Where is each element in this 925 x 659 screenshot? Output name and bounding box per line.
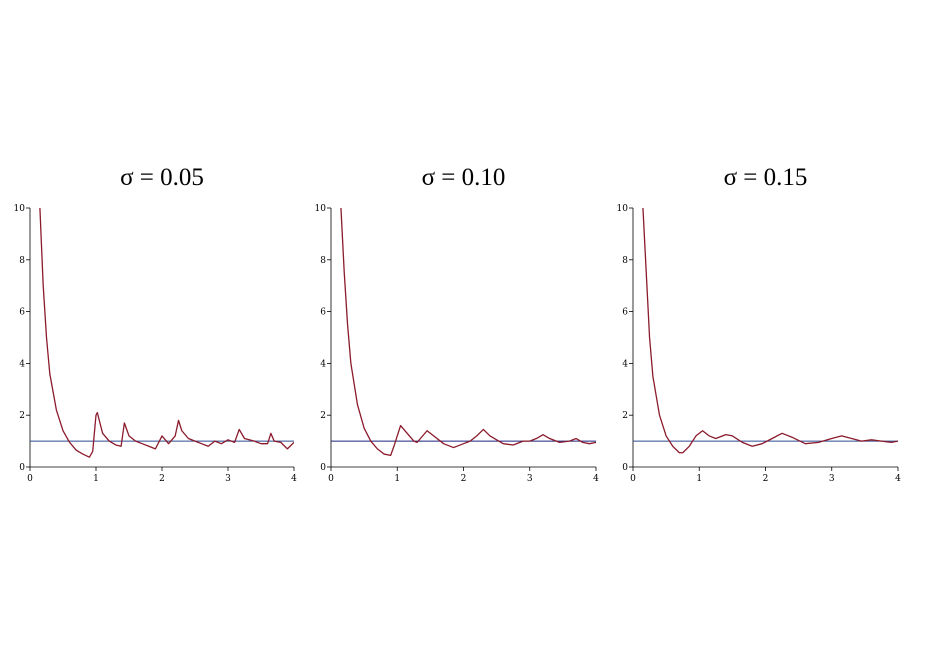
y-tick-label: 2 [19, 411, 25, 421]
x-tick-label: 4 [291, 474, 297, 484]
y-tick-label: 0 [622, 463, 628, 473]
x-tick-label: 1 [394, 474, 400, 484]
x-tick-label: 3 [225, 474, 231, 484]
x-tick-label: 0 [630, 474, 636, 484]
y-tick-label: 2 [622, 411, 628, 421]
line-series [642, 208, 898, 454]
line-series [340, 208, 596, 456]
y-tick-label: 6 [320, 308, 326, 318]
x-tick-label: 0 [328, 474, 334, 484]
panel: σ = 0.10 0 1 2 3 4 0 2 4 6 8 10 [315, 164, 600, 484]
y-tick-label: 2 [320, 411, 326, 421]
y-tick-label: 0 [320, 463, 326, 473]
line-series [39, 208, 294, 458]
y-tick-label: 4 [622, 359, 628, 369]
x-tick-label: 0 [27, 474, 33, 484]
y-tick-label: 10 [617, 204, 629, 214]
y-tick-label: 6 [19, 308, 25, 318]
x-tick-label: 4 [895, 474, 901, 484]
y-tick-label: 6 [622, 308, 628, 318]
panel-title: σ = 0.05 [120, 164, 204, 191]
x-tick-label: 2 [159, 474, 165, 484]
y-tick-label: 0 [19, 463, 25, 473]
x-tick-label: 4 [593, 474, 599, 484]
x-tick-label: 1 [696, 474, 702, 484]
y-tick-label: 4 [19, 359, 25, 369]
panel: σ = 0.05 0 1 2 3 4 0 2 4 6 8 10 [14, 164, 298, 484]
y-tick-label: 8 [320, 256, 326, 266]
panel: σ = 0.15 0 1 2 3 4 0 2 4 6 8 10 [617, 164, 902, 484]
y-tick-label: 8 [622, 256, 628, 266]
x-tick-label: 1 [93, 474, 99, 484]
x-tick-label: 3 [829, 474, 835, 484]
x-tick-label: 2 [763, 474, 769, 484]
x-tick-label: 2 [461, 474, 467, 484]
y-tick-label: 10 [315, 204, 327, 214]
y-tick-label: 8 [19, 256, 25, 266]
panel-title: σ = 0.15 [724, 164, 808, 191]
y-tick-label: 10 [14, 204, 26, 214]
y-tick-label: 4 [320, 359, 326, 369]
panel-title: σ = 0.10 [422, 164, 506, 191]
x-tick-label: 3 [527, 474, 533, 484]
